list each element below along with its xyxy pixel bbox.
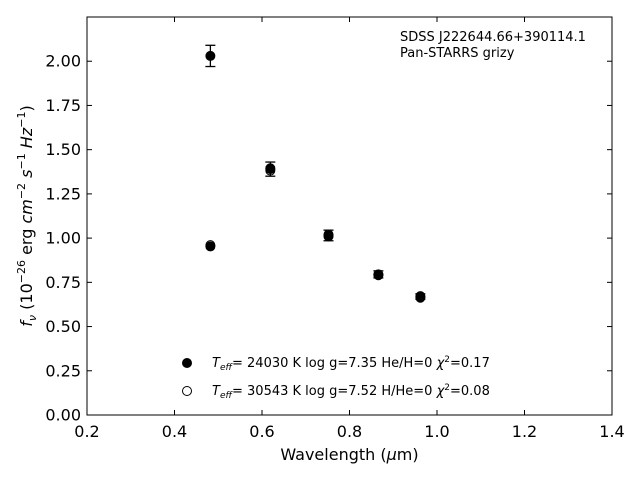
y-tick-label: 1.50	[45, 140, 81, 159]
x-tick-label: 1.0	[424, 422, 449, 441]
y-tick-label: 2.00	[45, 52, 81, 71]
data-marks	[205, 44, 426, 303]
x-tick-label: 0.2	[74, 422, 99, 441]
observed-point	[323, 230, 334, 241]
x-axis-label: Wavelength (μm)	[280, 445, 418, 464]
y-axis-label: fν (10−26 erg cm−2 s−1 Hz−1)	[15, 105, 39, 326]
y-tick-label: 1.75	[45, 96, 81, 115]
observed-point	[265, 164, 276, 175]
legend-label-model-2: Teff= 30543 K log g=7.52 H/He=0 χ2=0.08	[212, 383, 490, 401]
legend-label-model-1: Teff= 24030 K log g=7.35 He/H=0 χ2=0.17	[212, 355, 490, 373]
legend-marker-open	[182, 386, 192, 396]
x-tick-label: 0.6	[249, 422, 274, 441]
observed-point	[205, 50, 216, 61]
y-tick-label: 0.50	[45, 317, 81, 336]
y-tick-label: 1.25	[45, 184, 81, 203]
y-tick-label: 1.00	[45, 229, 81, 248]
model-point-open	[205, 240, 216, 251]
x-tick-label: 0.4	[162, 422, 187, 441]
observed-point	[415, 291, 426, 302]
annotation-survey: Pan-STARRS grizy	[400, 46, 515, 61]
x-tick-label: 0.8	[337, 422, 362, 441]
y-tick-label: 0.25	[45, 361, 81, 380]
axis-ticks: 0.2 0.4 0.6 0.8 1.0 1.2 1.4 0.00 0.25 0.50 0.75 1.0…	[45, 17, 625, 441]
observed-point	[373, 269, 384, 280]
x-tick-label: 1.2	[512, 422, 537, 441]
annotation-object-name: SDSS J222644.66+390114.1	[400, 30, 586, 45]
y-tick-label: 0.00	[45, 406, 81, 425]
plot-frame	[86, 16, 613, 416]
y-tick-label: 0.75	[45, 273, 81, 292]
legend: Teff= 24030 K log g=7.35 He/H=0 χ2=0.17 …	[182, 355, 490, 401]
legend-marker-filled	[182, 358, 192, 368]
x-tick-label: 1.4	[599, 422, 624, 441]
